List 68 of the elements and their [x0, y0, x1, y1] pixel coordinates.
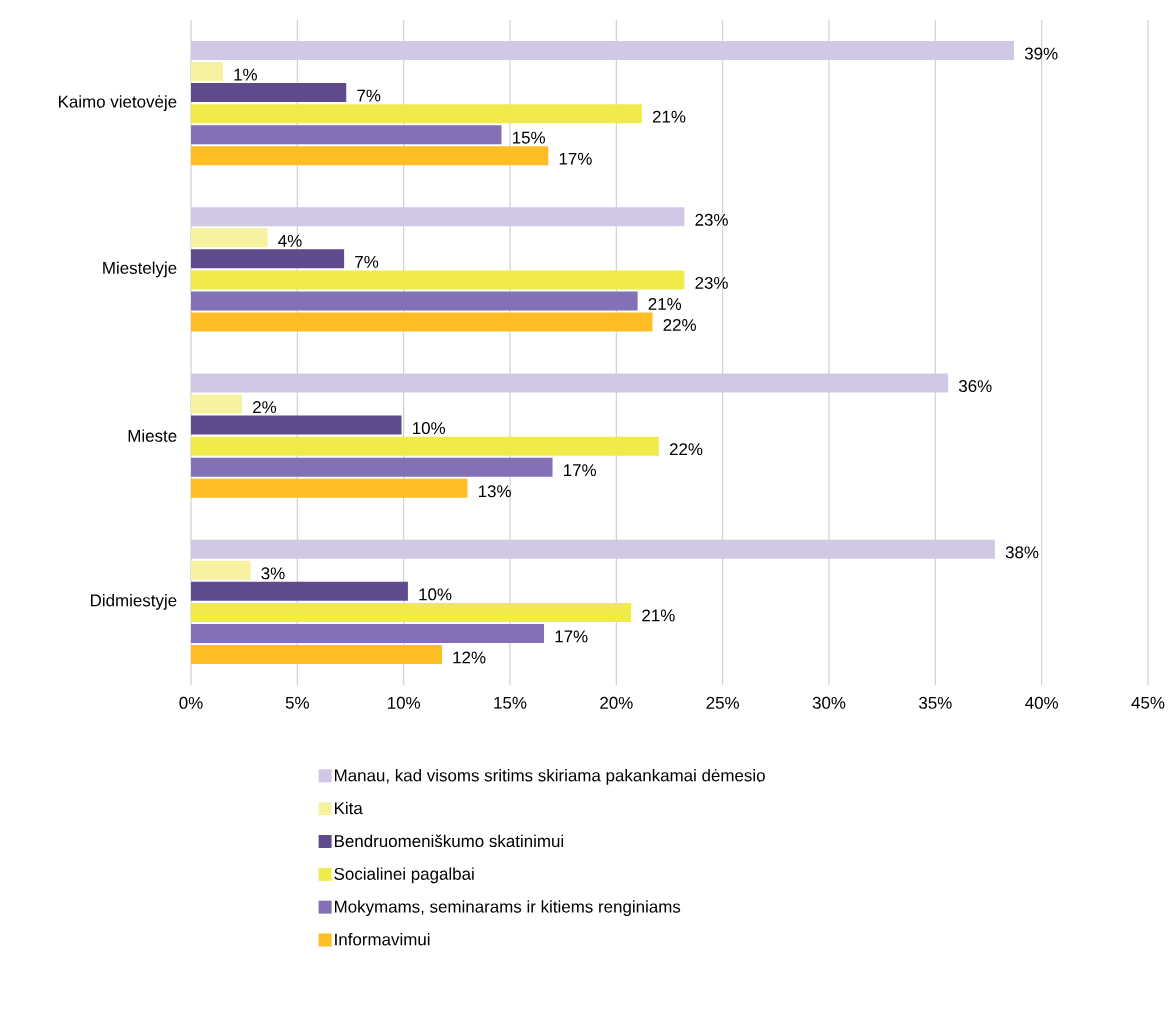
data-label: 36% — [958, 380, 992, 393]
data-label: 23% — [695, 213, 728, 226]
data-label: 17% — [564, 464, 597, 477]
bar — [191, 291, 638, 311]
legend-label: Kita — [334, 801, 363, 815]
data-label: 10% — [413, 422, 446, 435]
data-label: 39% — [1024, 47, 1058, 60]
legend-label: Mokymams, seminarams ir kitiems renginiams — [334, 900, 681, 917]
bar — [191, 62, 223, 82]
bar — [191, 415, 402, 435]
data-label: 17% — [555, 630, 588, 643]
data-label: 21% — [642, 609, 675, 622]
legend-label: Bendruomeniškumo skatinimui — [334, 834, 564, 848]
bar — [191, 249, 345, 269]
bar — [191, 125, 502, 145]
legend-label: Socialinei pagalbai — [334, 867, 474, 884]
data-label: 3% — [261, 567, 285, 580]
data-label: 23% — [695, 276, 728, 289]
x-tick-label: 5% — [285, 696, 309, 709]
bar — [191, 560, 251, 580]
bar — [191, 83, 347, 103]
bar — [191, 41, 1015, 61]
y-tick-label: Kaimo vietovėje — [58, 95, 177, 112]
x-tick-label: 40% — [1025, 696, 1059, 709]
bar — [191, 602, 632, 622]
x-tick-label: 10% — [388, 696, 421, 709]
bar — [191, 228, 268, 248]
bar — [191, 457, 553, 477]
data-label: 22% — [663, 318, 696, 331]
bar — [191, 312, 653, 332]
x-tick-label: 35% — [919, 696, 952, 709]
bar — [191, 146, 549, 166]
bar — [191, 478, 468, 498]
x-tick-label: 20% — [600, 696, 633, 709]
data-label: 12% — [453, 651, 486, 664]
bar — [191, 644, 442, 664]
data-label: 1% — [234, 68, 257, 81]
x-tick-label: 15% — [494, 696, 527, 709]
data-label: 22% — [669, 443, 703, 456]
legend-label: Manau, kad visoms sritims skiriama pakankamai dėmesio — [334, 769, 765, 785]
data-label: 10% — [419, 588, 452, 601]
bar — [191, 207, 685, 227]
data-label: 21% — [652, 110, 686, 123]
bar — [191, 104, 642, 124]
bar — [191, 623, 545, 643]
data-label: 15% — [512, 131, 545, 144]
bar — [191, 270, 685, 290]
data-label: 38% — [1005, 546, 1039, 559]
legend-label: Informavimui — [335, 933, 430, 946]
bar — [191, 373, 949, 393]
x-tick-label: 30% — [812, 696, 846, 709]
data-label: 21% — [648, 297, 682, 310]
bar — [191, 436, 659, 456]
x-tick-label: 0% — [179, 696, 203, 709]
data-label: 4% — [278, 234, 302, 247]
y-tick-label: Mieste — [128, 429, 177, 442]
data-label: 17% — [559, 152, 592, 165]
bar — [191, 581, 408, 601]
bar — [191, 539, 995, 559]
data-label: 13% — [478, 485, 511, 498]
x-tick-label: 45% — [1131, 696, 1165, 709]
data-label: 2% — [253, 401, 277, 414]
bar — [191, 394, 243, 414]
data-label: 7% — [355, 255, 379, 268]
y-tick-label: Miestelyje — [103, 261, 177, 278]
data-label: 7% — [357, 89, 381, 102]
y-tick-label: Didmiestyje — [91, 594, 177, 610]
x-tick-label: 25% — [706, 696, 740, 709]
